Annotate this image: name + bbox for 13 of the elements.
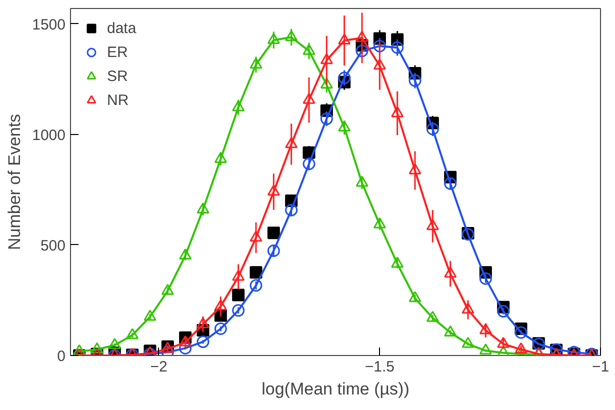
x-axis-title: log(Mean time (µs)) — [262, 380, 410, 398]
legend-label: NR — [107, 92, 129, 108]
x-tick-label: −1 — [592, 358, 610, 376]
y-tick-label: 1000 — [32, 126, 66, 144]
y-tick-label: 1500 — [32, 16, 66, 34]
legend-label: data — [107, 20, 136, 36]
x-tick-label: −2 — [150, 358, 168, 376]
legend-label: ER — [107, 44, 128, 60]
y-tick-label: 0 — [57, 348, 66, 365]
x-tick-label: −1.5 — [364, 358, 394, 376]
legend-label: SR — [107, 68, 128, 84]
y-tick-label: 500 — [40, 237, 66, 254]
y-axis-title: Number of Events — [5, 114, 24, 250]
